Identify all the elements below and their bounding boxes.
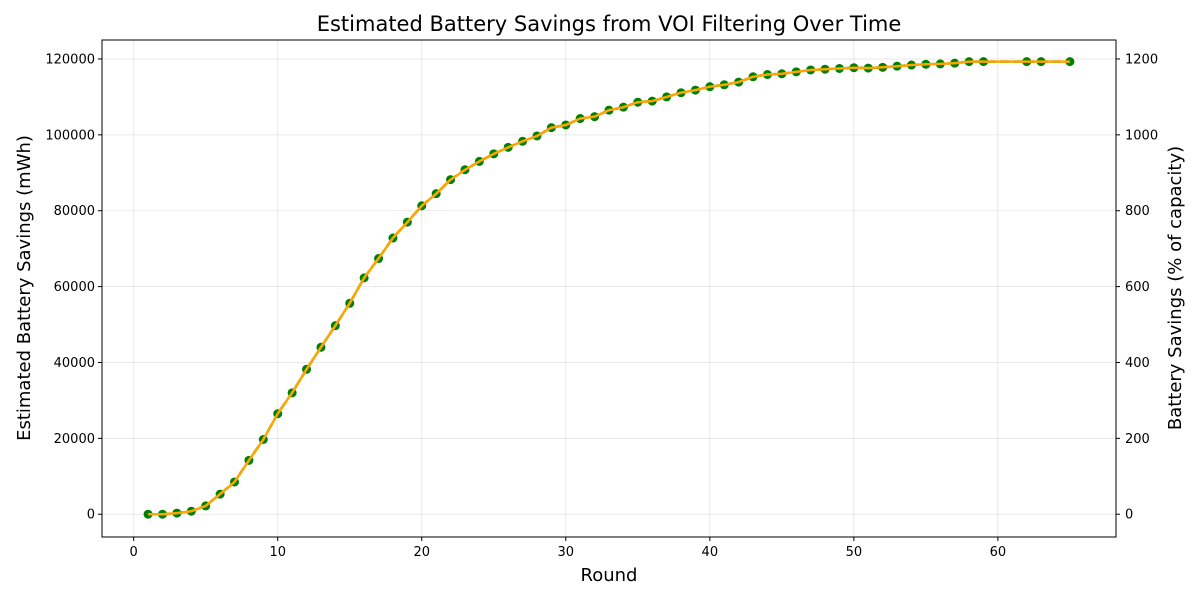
y-tick-label: 100000 xyxy=(45,128,95,143)
y-axis-label: Estimated Battery Savings (mWh) xyxy=(14,135,35,441)
y-axis-right-label: Battery Savings (% of capacity) xyxy=(1165,146,1186,430)
series-line xyxy=(148,60,1070,516)
x-tick-label: 50 xyxy=(846,545,863,560)
y-right-tick-label: 0 xyxy=(1125,508,1133,523)
chart-title: Estimated Battery Savings from VOI Filte… xyxy=(317,12,902,36)
grid-lines xyxy=(102,40,1116,537)
y-right-tick-label: 600 xyxy=(1125,280,1150,295)
series-dashed-line xyxy=(148,60,1070,516)
plot-frame xyxy=(101,39,1117,538)
x-tick-label: 40 xyxy=(702,545,719,560)
series-group xyxy=(143,57,1075,519)
x-tick-label: 60 xyxy=(990,545,1007,560)
y-tick-label: 0 xyxy=(87,508,95,523)
y-right-tick-label: 400 xyxy=(1125,356,1150,371)
x-tick-label: 0 xyxy=(130,545,138,560)
y-right-tick-label: 1000 xyxy=(1125,128,1158,143)
y-right-tick-label: 200 xyxy=(1125,432,1150,447)
x-tick-label: 30 xyxy=(558,545,575,560)
x-tick-label: 10 xyxy=(269,545,286,560)
x-axis-ticks: 0 10 20 30 40 50 60 xyxy=(130,537,1007,560)
y-tick-label: 80000 xyxy=(54,204,95,219)
y-right-tick-label: 1200 xyxy=(1125,52,1158,67)
data-point xyxy=(143,509,153,519)
x-tick-label: 20 xyxy=(413,545,430,560)
y-axis-ticks: 0 20000 40000 60000 80000 100000 120000 xyxy=(45,52,102,523)
x-axis-label: Round xyxy=(581,565,638,586)
data-point xyxy=(1065,57,1075,67)
y-tick-label: 60000 xyxy=(54,280,95,295)
y-axis-right-ticks: 0 200 400 600 800 1000 1200 xyxy=(1116,52,1158,523)
y-tick-label: 20000 xyxy=(54,432,95,447)
y-tick-label: 40000 xyxy=(54,356,95,371)
y-tick-label: 120000 xyxy=(45,52,95,67)
y-right-tick-label: 800 xyxy=(1125,204,1150,219)
